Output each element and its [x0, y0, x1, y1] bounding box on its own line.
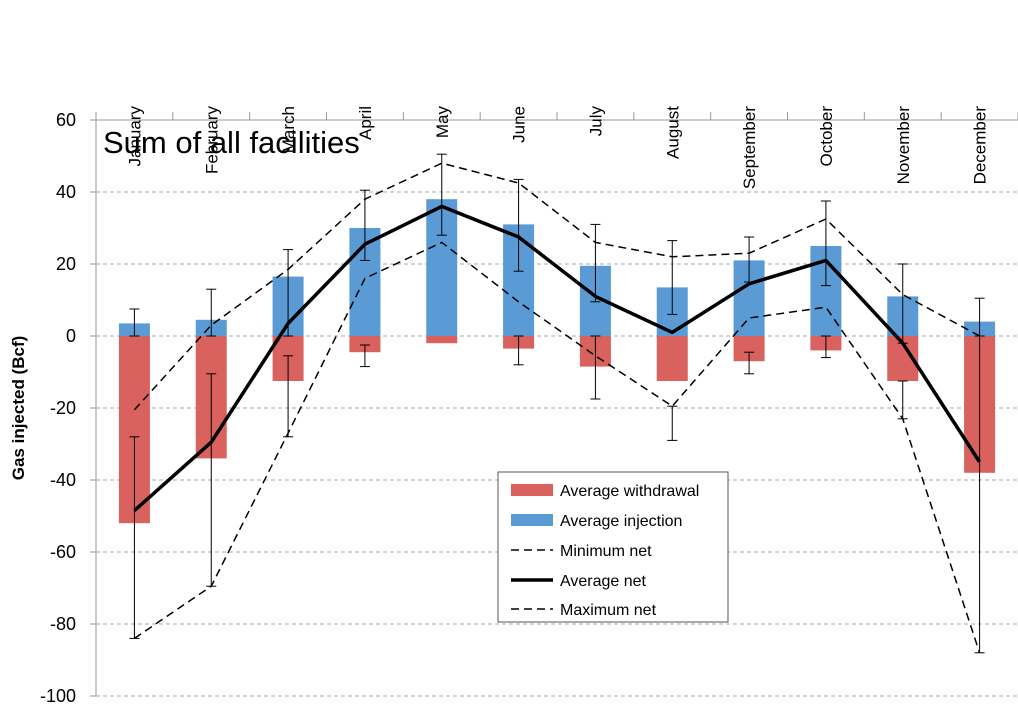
month-label: February: [202, 106, 221, 175]
legend-swatch-injection: [511, 514, 553, 526]
withdrawal-bar: [426, 336, 458, 344]
axes: [90, 112, 1018, 697]
y-tick-label: 40: [56, 182, 76, 202]
withdrawal-bar: [656, 336, 688, 381]
month-label: June: [510, 106, 529, 143]
legend-label-withdrawal: Average withdrawal: [560, 483, 699, 500]
legend: Average withdrawal Average injection Min…: [497, 471, 729, 623]
month-label: October: [817, 106, 836, 167]
y-tick-label: 0: [66, 326, 76, 346]
withdrawal-bar: [349, 336, 381, 353]
y-tick-label: 60: [56, 110, 76, 130]
legend-label-maximum-net: Maximum net: [560, 602, 657, 619]
y-tick-label: 20: [56, 254, 76, 274]
month-label: November: [894, 106, 913, 185]
y-tick-label: -20: [50, 398, 76, 418]
y-tick-label: -100: [40, 686, 76, 706]
month-label: January: [125, 106, 144, 167]
month-label: May: [433, 106, 452, 139]
y-tick-label: -40: [50, 470, 76, 490]
y-tick-label: -60: [50, 542, 76, 562]
y-axis-title: Gas injected (Bcf): [9, 336, 28, 481]
y-tick-label: -80: [50, 614, 76, 634]
chart-title: Sum of all facilities: [103, 125, 360, 160]
month-label: August: [663, 106, 682, 159]
legend-label-minimum-net: Minimum net: [560, 543, 652, 560]
month-label: September: [740, 106, 759, 189]
average-net-line: [133, 204, 982, 512]
legend-swatch-withdrawal: [511, 484, 553, 496]
month-label: March: [279, 106, 298, 153]
month-label: July: [586, 106, 605, 137]
axis-labels: 60 40 20 0 -20 -40 -60 -80 -100 January February Ma…: [40, 106, 990, 706]
legend-label-average-net: Average net: [560, 573, 647, 590]
error-bars: [129, 153, 985, 654]
legend-box: [497, 471, 729, 623]
net-lines: [133, 162, 982, 654]
legend-label-injection: Average injection: [560, 513, 682, 530]
month-label: April: [356, 106, 375, 140]
month-label: December: [971, 106, 990, 185]
minimum-net-line: [133, 241, 981, 654]
maximum-net-line: [133, 162, 980, 411]
